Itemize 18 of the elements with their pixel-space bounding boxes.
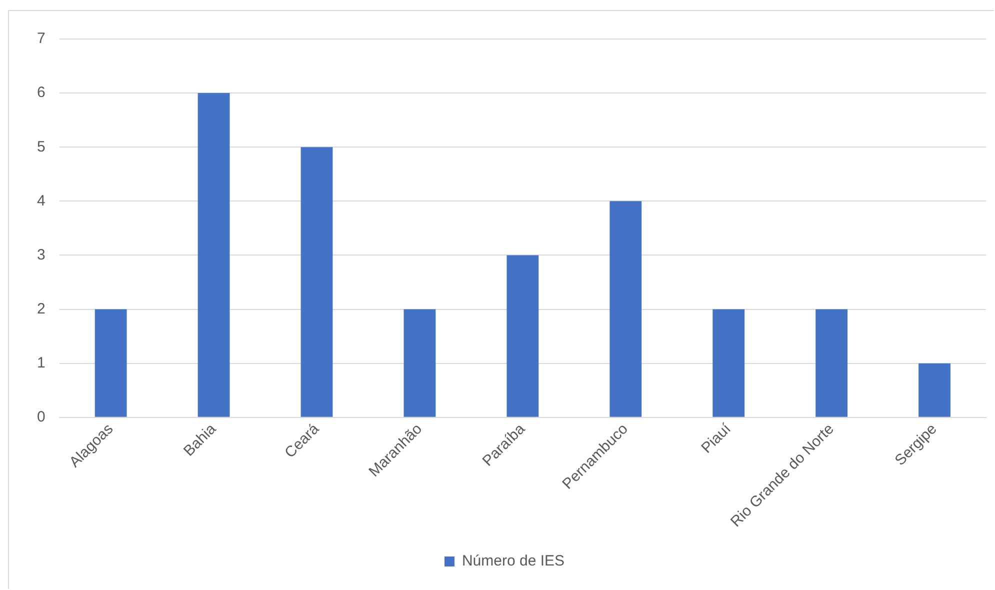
y-tick-label: 6 xyxy=(37,84,46,102)
bar xyxy=(300,147,333,417)
bar xyxy=(712,309,745,417)
bar xyxy=(198,93,230,417)
bar xyxy=(918,363,950,417)
y-tick-label: 4 xyxy=(37,192,46,210)
y-tick-label: 7 xyxy=(37,30,46,48)
bar xyxy=(94,309,127,417)
y-tick-label: 2 xyxy=(37,300,46,318)
bar xyxy=(610,201,642,417)
y-tick-label: 1 xyxy=(37,354,46,372)
bar xyxy=(506,255,539,417)
legend-label: Número de IES xyxy=(462,552,565,570)
bar xyxy=(404,309,436,417)
y-tick-label: 0 xyxy=(37,408,46,426)
y-tick-label: 3 xyxy=(37,246,46,264)
bar xyxy=(816,309,848,417)
y-tick-label: 5 xyxy=(37,138,46,156)
